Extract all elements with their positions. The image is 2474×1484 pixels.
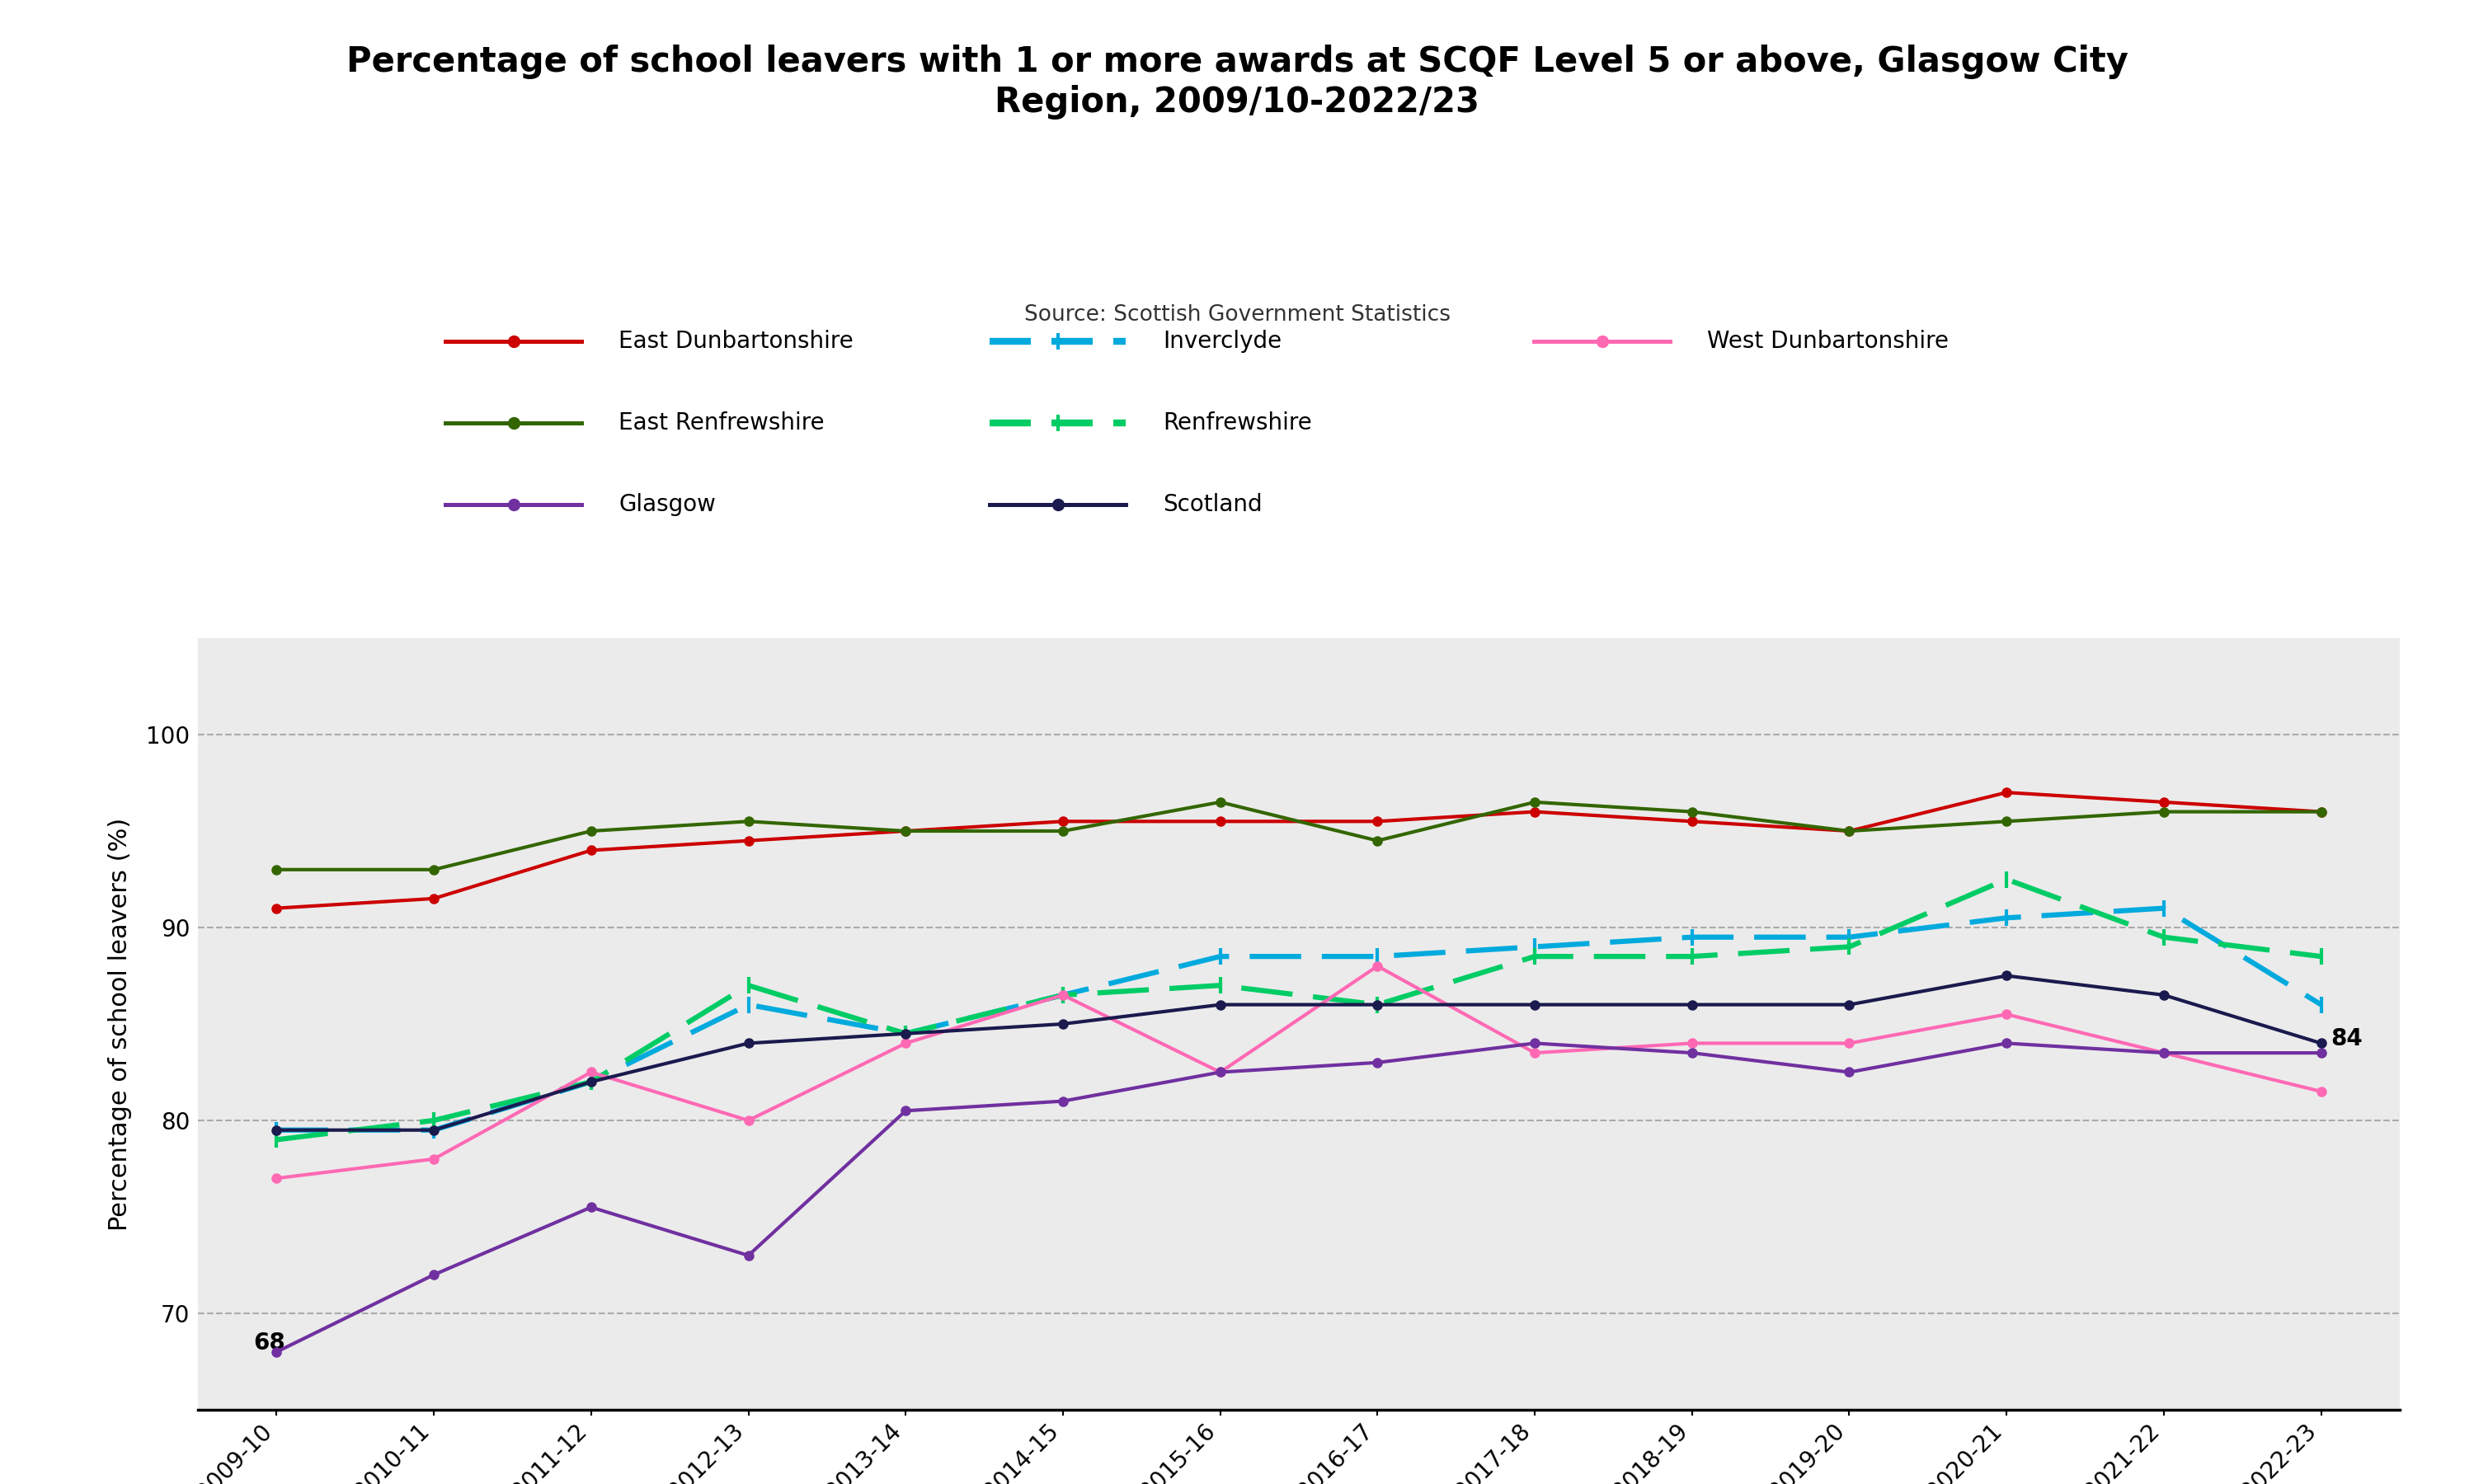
Text: Source: Scottish Government Statistics: Source: Scottish Government Statistics bbox=[1024, 304, 1450, 325]
Text: West Dunbartonshire: West Dunbartonshire bbox=[1707, 329, 1950, 353]
Text: East Dunbartonshire: East Dunbartonshire bbox=[618, 329, 854, 353]
Text: Percentage of school leavers with 1 or more awards at SCQF Level 5 or above, Gla: Percentage of school leavers with 1 or m… bbox=[346, 45, 2128, 119]
Text: 68: 68 bbox=[255, 1331, 285, 1355]
Text: Renfrewshire: Renfrewshire bbox=[1163, 411, 1311, 435]
Text: 84: 84 bbox=[2331, 1027, 2363, 1051]
Y-axis label: Percentage of school leavers (%): Percentage of school leavers (%) bbox=[109, 818, 131, 1230]
Text: East Renfrewshire: East Renfrewshire bbox=[618, 411, 824, 435]
Text: Scotland: Scotland bbox=[1163, 493, 1262, 516]
Text: Inverclyde: Inverclyde bbox=[1163, 329, 1282, 353]
Text: Glasgow: Glasgow bbox=[618, 493, 715, 516]
